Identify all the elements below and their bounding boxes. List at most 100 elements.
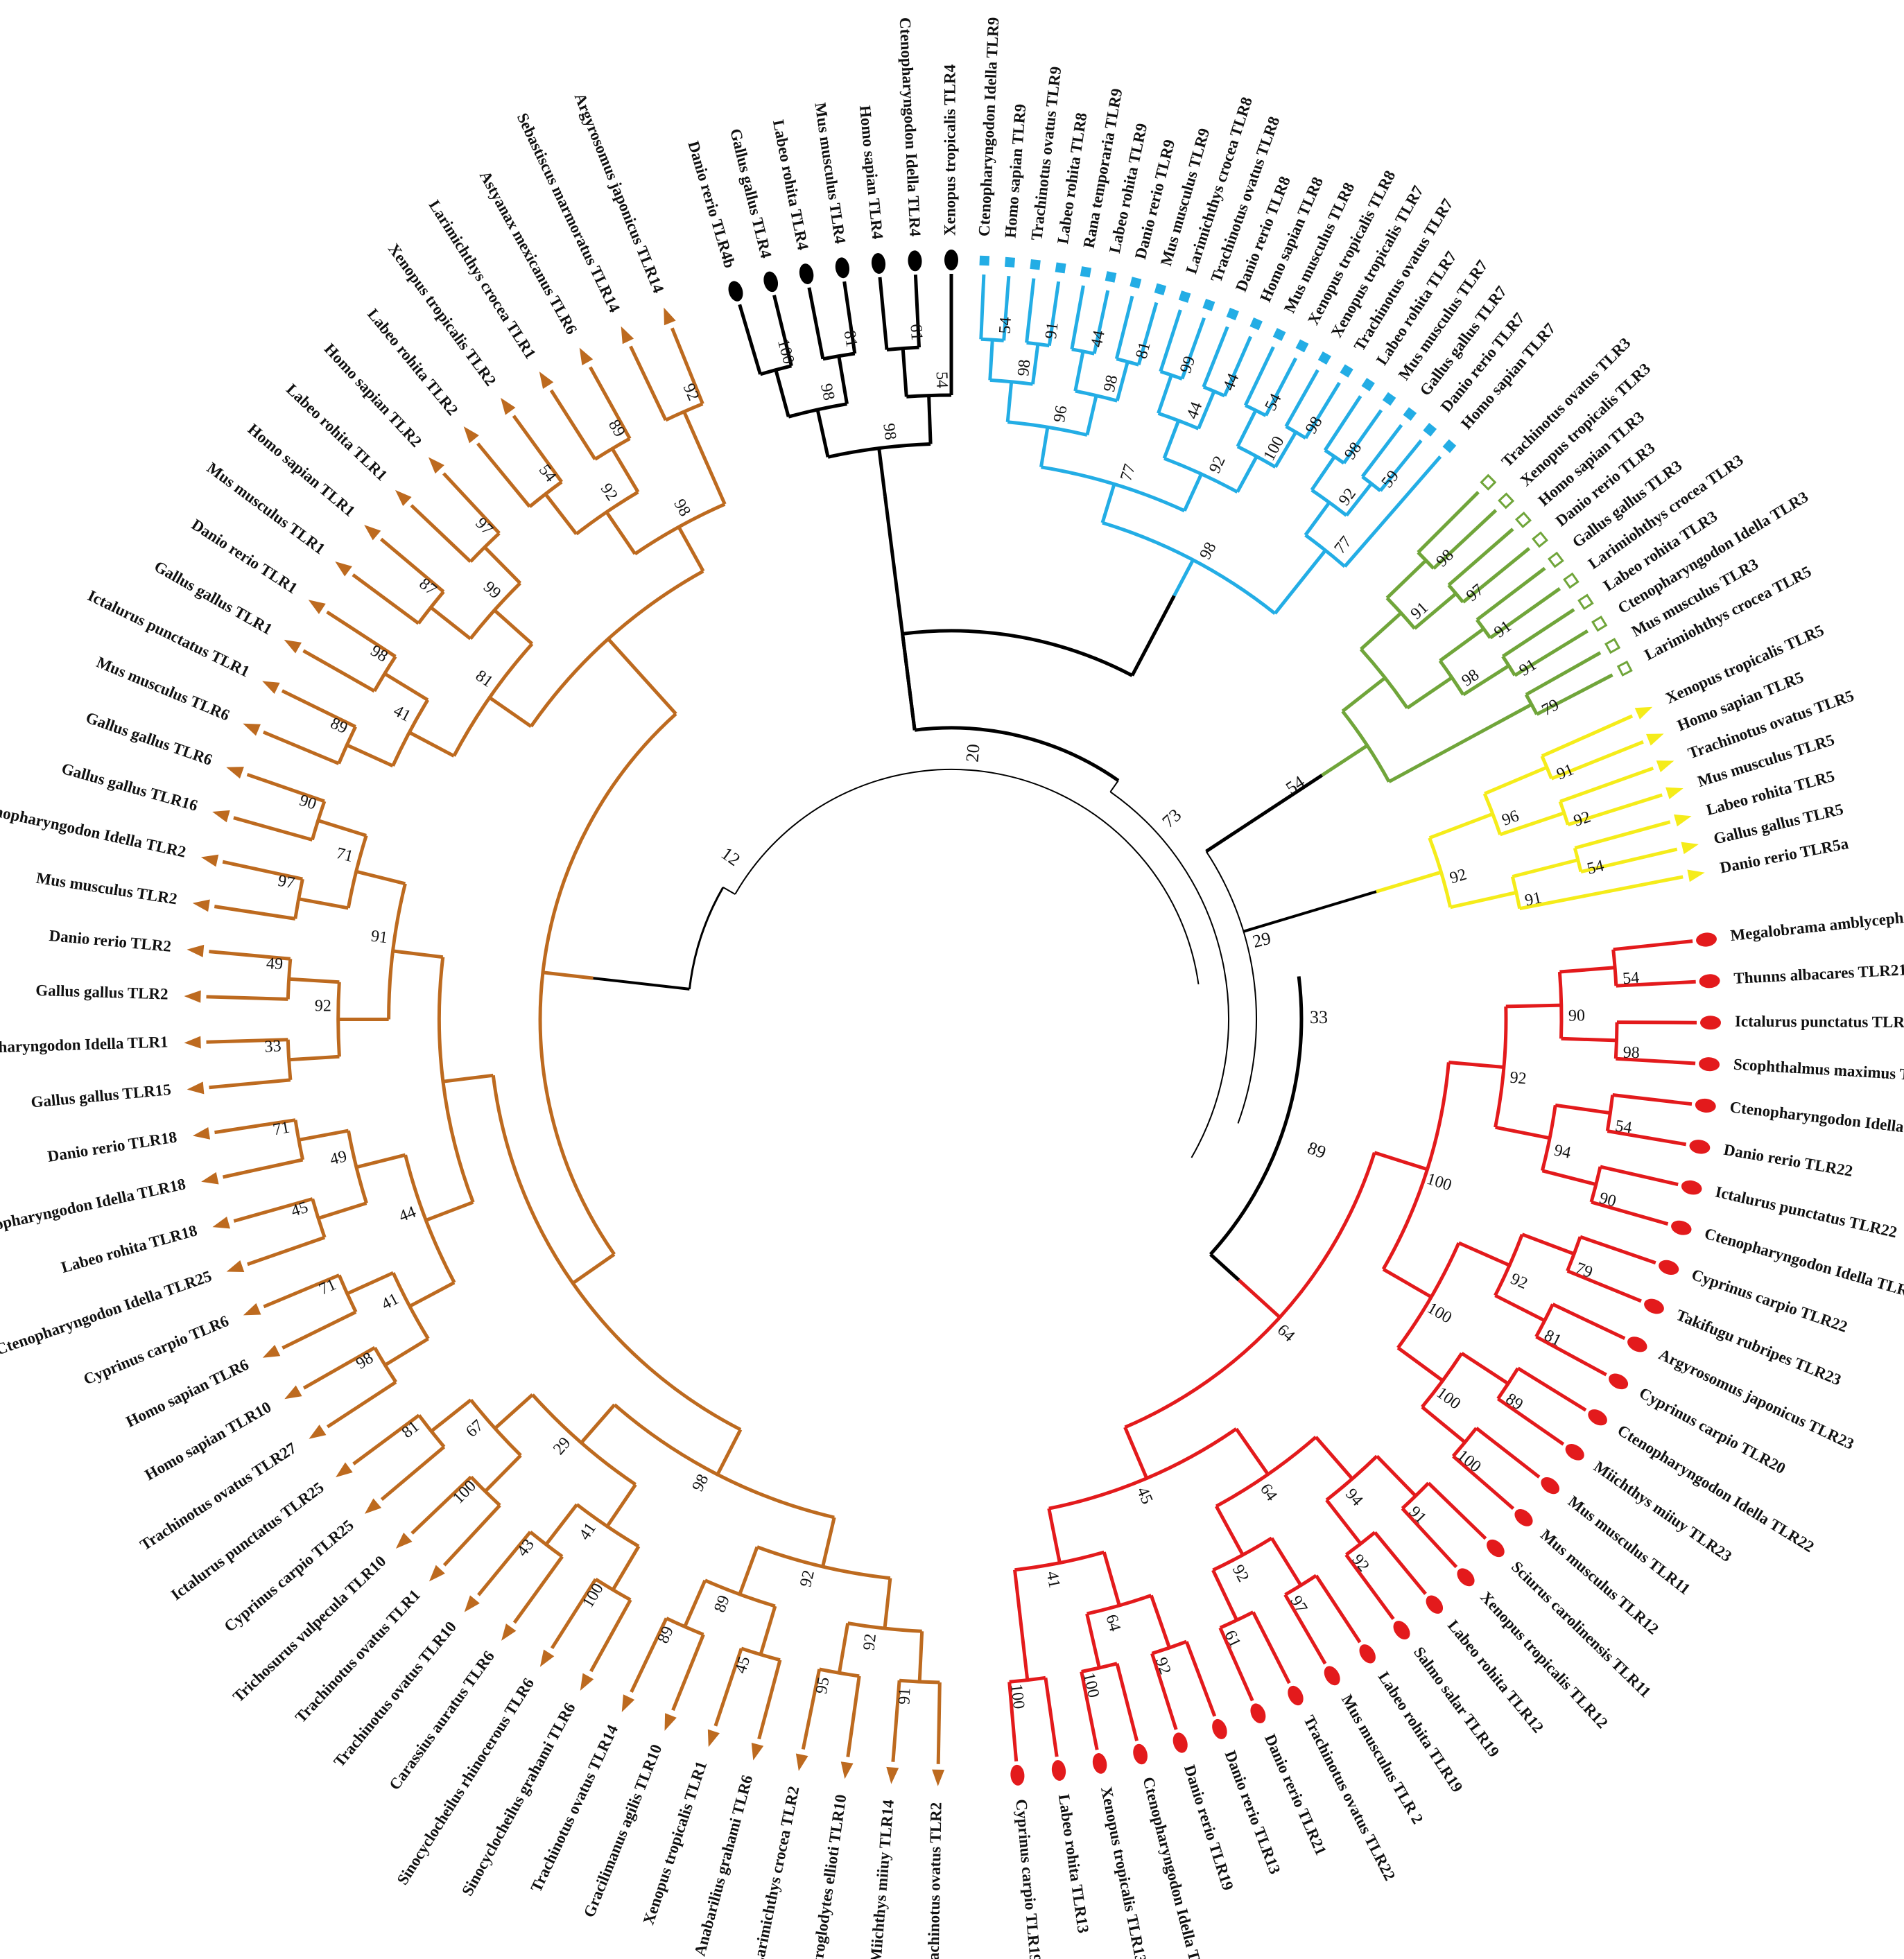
- branch: [1070, 285, 1085, 350]
- branch: [1417, 491, 1480, 554]
- tip-marker: [1515, 512, 1532, 528]
- tip-marker: [187, 944, 205, 957]
- taxon-label: Gallus gallus TLR2: [35, 982, 168, 1003]
- taxon-label: Xenopus tropicalis TLR13: [1098, 1785, 1150, 1959]
- branch: [214, 905, 296, 921]
- branch: [302, 1346, 376, 1390]
- tip-marker: [1055, 262, 1066, 274]
- bootstrap-value: 43: [514, 1535, 538, 1560]
- bootstrap-value: 41: [1043, 1569, 1064, 1590]
- backbone-arc: [1205, 851, 1258, 1124]
- bootstrap-value: 64: [1274, 1321, 1298, 1346]
- taxon-label: Anabarilius grahami TLR6: [691, 1773, 756, 1958]
- tip-marker: [1130, 277, 1142, 289]
- branch: [671, 1633, 705, 1712]
- taxon-label: Danio rerio TLR19: [1181, 1763, 1237, 1892]
- branch: [1580, 847, 1678, 874]
- tip-marker: [335, 561, 352, 577]
- branch: [1499, 811, 1565, 837]
- branch: [891, 1680, 901, 1762]
- branch: [1047, 1508, 1062, 1564]
- branch: [682, 410, 727, 505]
- branch: [807, 287, 825, 360]
- tip-marker: [621, 1694, 635, 1712]
- branch: [1342, 409, 1383, 464]
- bootstrap-value: 97: [277, 872, 296, 893]
- branch: [488, 696, 533, 728]
- tip-marker: [751, 1742, 764, 1761]
- bootstrap-value: 54: [933, 372, 951, 389]
- bootstrap-value: 100: [1080, 1671, 1102, 1700]
- branch: [392, 949, 444, 959]
- branch: [408, 1280, 456, 1308]
- branch: [1591, 1200, 1669, 1226]
- branch: [1136, 302, 1159, 365]
- branch: [1315, 1574, 1362, 1644]
- branch-arc: [1613, 1022, 1619, 1059]
- branch: [1264, 357, 1298, 417]
- branch: [233, 816, 313, 842]
- tip-marker: [284, 639, 302, 654]
- bootstrap-value: 54: [1614, 1117, 1633, 1137]
- taxon-label: Gallus gallus TLR6: [84, 708, 215, 769]
- branch: [1462, 664, 1510, 697]
- branch: [246, 772, 325, 803]
- bootstrap-value: 33: [264, 1037, 282, 1056]
- tip-marker: [707, 1729, 720, 1748]
- branch: [1376, 1454, 1417, 1497]
- branch: [927, 395, 933, 444]
- branch: [683, 1579, 707, 1628]
- branch: [1325, 1499, 1362, 1545]
- branch: [670, 327, 704, 405]
- branch: [759, 1605, 777, 1655]
- tip-marker: [1656, 760, 1674, 773]
- branch: [288, 977, 340, 984]
- bootstrap-value: 81: [1132, 340, 1154, 360]
- bootstrap-value: 100: [774, 337, 797, 366]
- branch: [1475, 566, 1546, 622]
- branch-arc: [1475, 618, 1492, 639]
- tip-marker: [1699, 1057, 1720, 1072]
- bootstrap-value: 98: [817, 382, 838, 402]
- branch: [677, 525, 705, 573]
- branch-arc: [1573, 847, 1583, 873]
- branch: [1341, 676, 1387, 713]
- branch: [1274, 431, 1298, 468]
- branch: [1607, 1129, 1687, 1147]
- branch: [1616, 979, 1696, 988]
- tip-marker: [1665, 787, 1684, 799]
- branch: [1080, 1671, 1099, 1750]
- branch: [222, 1158, 304, 1179]
- bootstrap-value: 89: [711, 1593, 734, 1615]
- backbone-branch: [1130, 595, 1176, 677]
- taxon-label: Miichthys miiuy TLR23: [1591, 1458, 1735, 1565]
- branch-arc: [293, 878, 304, 919]
- tip-marker: [1699, 974, 1720, 989]
- tip-marker: [579, 347, 594, 365]
- branch: [821, 1517, 836, 1567]
- backbone-bootstrap: 73: [1159, 805, 1186, 832]
- branch: [262, 730, 340, 765]
- bootstrap-value: 94: [1342, 1486, 1366, 1510]
- tip-marker: [1634, 706, 1653, 720]
- tip-marker: [944, 250, 958, 270]
- branch: [630, 1617, 668, 1693]
- taxon-label: Trichosurus vulpecula TLR10: [230, 1552, 389, 1705]
- branch: [713, 1648, 743, 1727]
- tip-marker: [1359, 1644, 1376, 1664]
- bootstrap-value: 99: [1177, 354, 1199, 376]
- branch: [1115, 361, 1130, 401]
- tip-marker: [1393, 1621, 1410, 1640]
- tip-marker: [1591, 616, 1608, 632]
- clade-stem: [877, 448, 887, 497]
- branch: [1574, 820, 1671, 850]
- tip-marker: [763, 271, 779, 293]
- branch: [247, 1235, 326, 1266]
- taxon-label: Homo sapian TLR4: [856, 105, 887, 241]
- taxon-label: Danio rerio TLR2: [49, 927, 172, 955]
- branch: [1360, 611, 1403, 651]
- taxon-label: Danio rerio TLR18: [46, 1128, 178, 1165]
- branch: [842, 281, 857, 354]
- branch: [1236, 409, 1258, 448]
